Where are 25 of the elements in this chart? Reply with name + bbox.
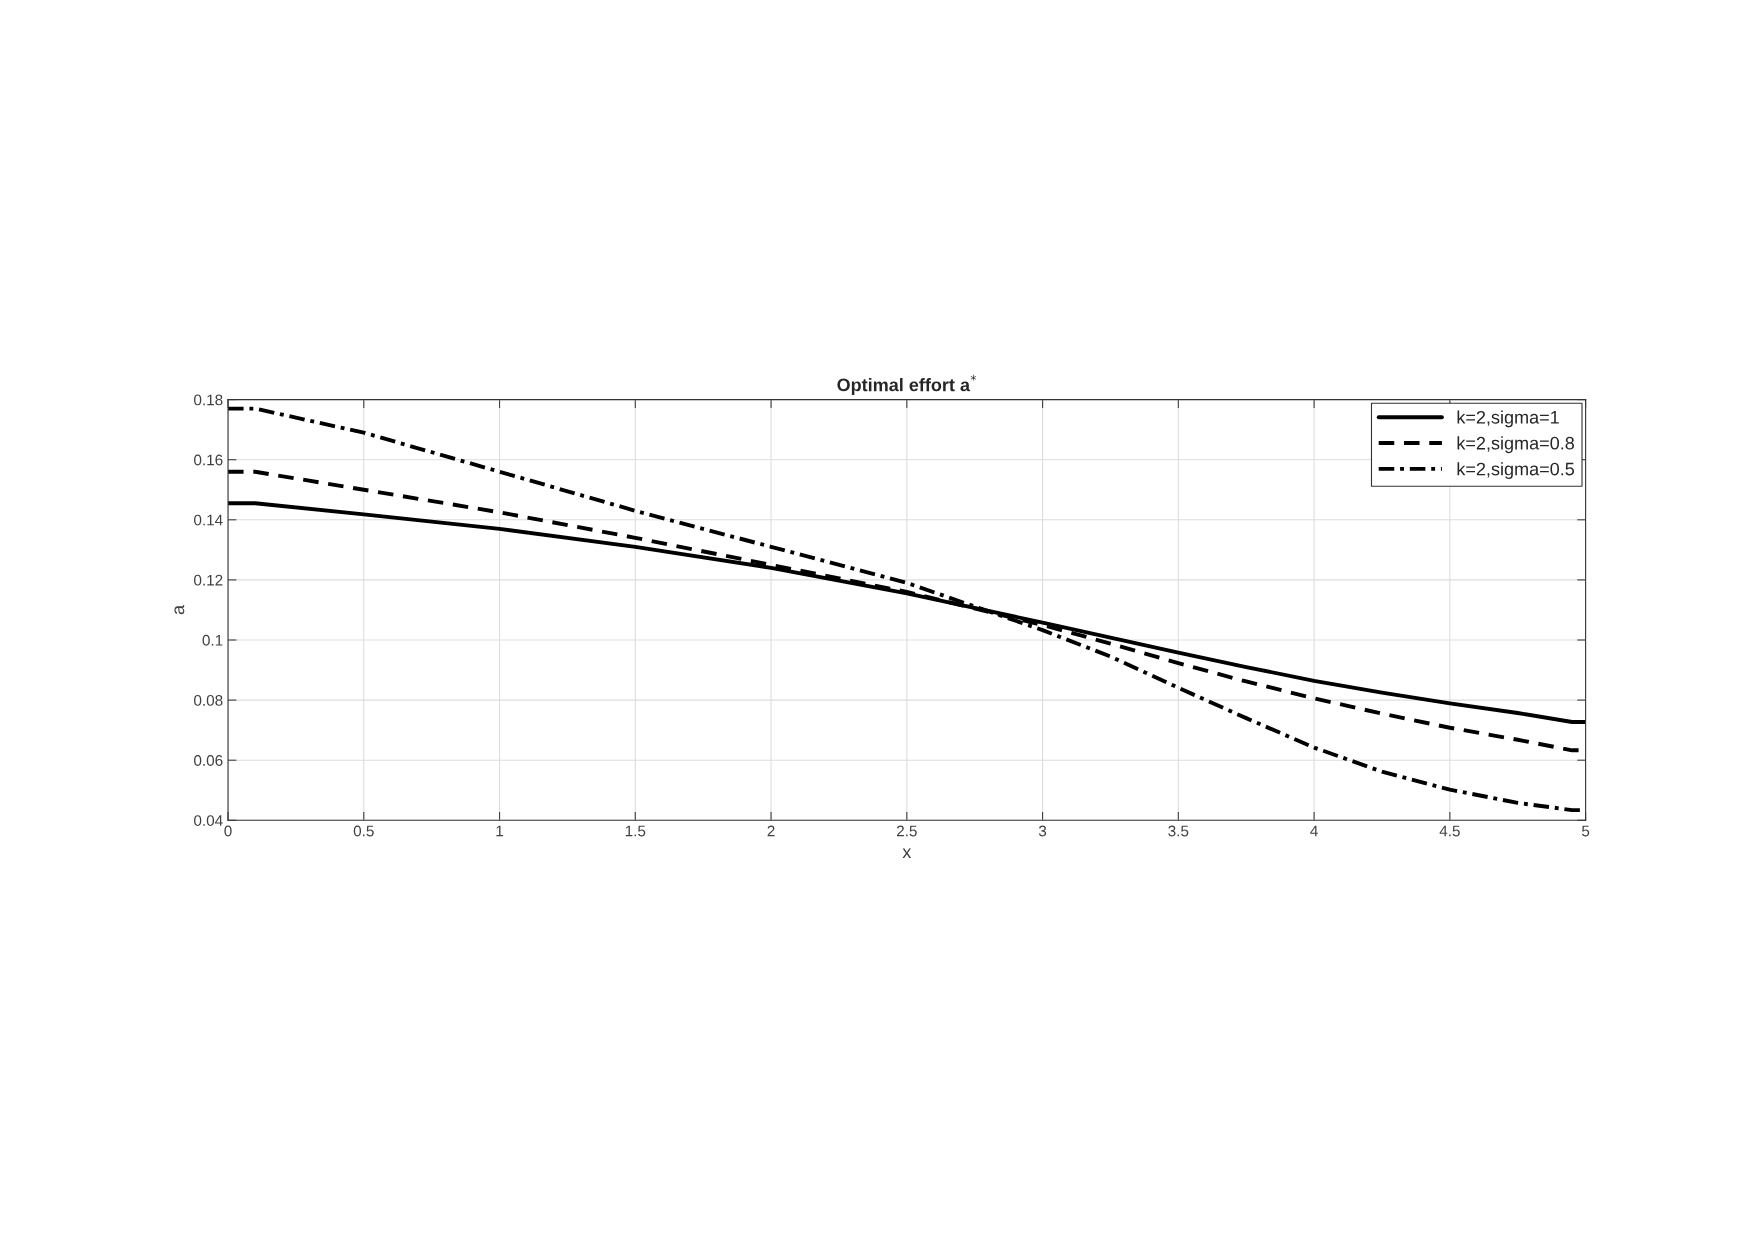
x-tick-label: 1 [496, 825, 504, 837]
y-axis-title: a [174, 604, 185, 615]
x-tick-label: 4.5 [1439, 825, 1460, 837]
x-tick-label: 5 [1581, 825, 1590, 837]
chart-title: Optimal effort a$^{*}$ [837, 374, 977, 395]
y-tick-label: 0.12 [194, 574, 223, 586]
x-tick-label: 0.5 [353, 825, 374, 837]
legend-label: k=2,sigma=0.5 [1457, 462, 1575, 479]
y-tick-label: 0.18 [194, 394, 223, 406]
legend-label: k=2,sigma=0.8 [1457, 436, 1574, 454]
x-tick-label: 1.5 [625, 825, 646, 837]
x-tick-label: 2.5 [896, 825, 917, 837]
x-tick-label: 2 [767, 825, 775, 837]
y-tick-label: 0.1 [202, 634, 223, 646]
y-tick-label: 0.08 [194, 694, 223, 706]
x-tick-label: 3 [1038, 825, 1047, 837]
x-axis-title: x [902, 848, 912, 859]
x-tick-label: 3.5 [1168, 825, 1189, 837]
x-tick-label: 4 [1310, 825, 1318, 837]
x-tick-label: 0 [224, 825, 232, 837]
y-tick-label: 0.16 [194, 454, 223, 466]
y-tick-label: 0.14 [194, 514, 223, 526]
legend-label: k=2,sigma=1 [1457, 410, 1559, 428]
y-tick-label: 0.06 [194, 755, 223, 766]
y-tick-label: 0.04 [194, 815, 223, 826]
